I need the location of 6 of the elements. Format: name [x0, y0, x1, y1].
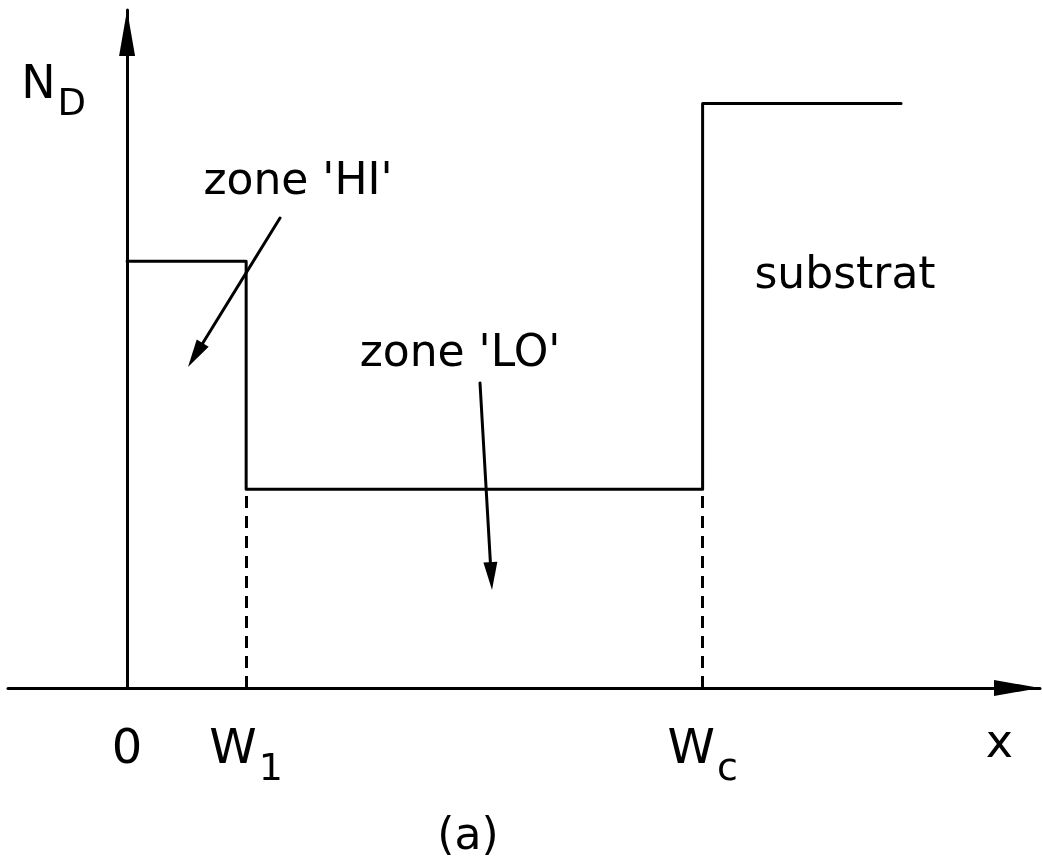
x-axis-title: x: [985, 714, 1014, 768]
annotation: substrat: [754, 246, 936, 298]
annotation: zone 'HI': [203, 152, 393, 204]
annotation: zone 'LO': [359, 324, 561, 376]
text: (a): [437, 807, 499, 859]
x-tick-label: 0: [111, 718, 143, 774]
